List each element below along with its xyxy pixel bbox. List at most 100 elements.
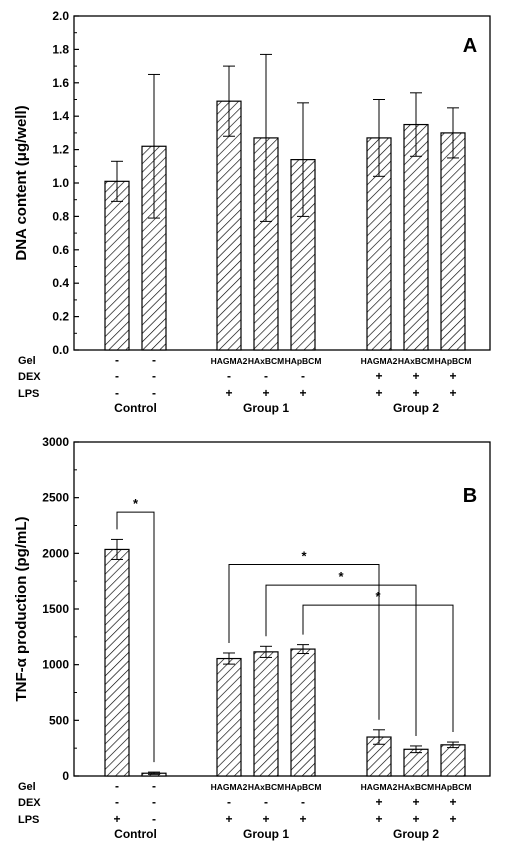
condition-sign: + (113, 812, 120, 826)
bar (440, 132, 466, 351)
condition-sign: - (152, 795, 156, 809)
bar (403, 748, 429, 777)
significance-bracket (265, 584, 417, 736)
gel-name: HAGMA2 (211, 356, 248, 366)
y-axis-label: DNA content (μg/well) (13, 105, 30, 260)
y-tick-label: 0.2 (52, 310, 69, 324)
y-tick-label: 1.0 (52, 176, 69, 190)
condition-sign: - (264, 369, 268, 383)
condition-sign: - (152, 812, 156, 826)
significance-star: * (133, 496, 139, 511)
gel-name: HAxBCM (398, 782, 434, 792)
gel-name: HApBCM (435, 356, 472, 366)
condition-sign: + (262, 812, 269, 826)
y-tick-label: 1.8 (52, 42, 69, 56)
bar (290, 648, 316, 777)
panel-a: 0.0 0.2 0.4 0.6 0.8 1.0 1.2 1.4 1.6 1.8 2.0 DNA con… (13, 9, 491, 415)
significance-bracket (116, 511, 155, 763)
condition-sign: + (225, 386, 232, 400)
y-tick-label: 0.6 (52, 243, 69, 257)
condition-sign: - (152, 779, 156, 793)
condition-sign: - (115, 779, 119, 793)
condition-sign: - (152, 386, 156, 400)
condition-sign: - (152, 353, 156, 367)
gel-name: HAxBCM (248, 782, 284, 792)
y-axis-label: TNF-α production (pg/mL) (13, 516, 30, 701)
significance-star: * (301, 548, 307, 563)
significance-star: * (375, 589, 381, 604)
y-tick-label: 2000 (42, 546, 69, 560)
y-tick-label: 0 (62, 769, 69, 783)
condition-sign: + (375, 386, 382, 400)
y-tick-label: 3000 (42, 435, 69, 449)
condition-sign: + (225, 812, 232, 826)
group-label: Group 1 (243, 827, 289, 841)
y-tick-label: 1.2 (52, 143, 69, 157)
condition-sign: - (115, 386, 119, 400)
condition-sign: + (375, 369, 382, 383)
y-tick-label: 500 (49, 713, 69, 727)
condition-row-label: Gel (18, 355, 36, 367)
gel-name: HApBCM (435, 782, 472, 792)
group-label: Control (114, 401, 157, 415)
panel-b: 0 500 1000 1500 2000 2500 3000 TNF-α production… (13, 435, 491, 841)
bar (403, 123, 429, 351)
condition-sign: - (301, 369, 305, 383)
group-label: Control (114, 827, 157, 841)
group-label: Group 2 (393, 827, 439, 841)
condition-sign: - (115, 369, 119, 383)
bar (216, 100, 242, 351)
condition-sign: - (227, 369, 231, 383)
condition-sign: + (449, 795, 456, 809)
condition-sign: + (299, 386, 306, 400)
group-label: Group 1 (243, 401, 289, 415)
bar (253, 651, 279, 777)
y-tick-label: 1.4 (52, 109, 69, 123)
bar (216, 657, 242, 777)
condition-sign: + (412, 812, 419, 826)
condition-sign: - (301, 795, 305, 809)
condition-sign: + (412, 369, 419, 383)
condition-sign: - (152, 369, 156, 383)
y-tick-label: 0.0 (52, 343, 69, 357)
condition-sign: - (115, 353, 119, 367)
gel-name: HApBCM (285, 782, 322, 792)
condition-row-label: Gel (18, 781, 36, 793)
group-label: Group 2 (393, 401, 439, 415)
condition-sign: - (115, 795, 119, 809)
y-tick-label: 1500 (42, 602, 69, 616)
gel-name: HAxBCM (398, 356, 434, 366)
panel-letter: B (463, 485, 477, 507)
bar (440, 744, 466, 777)
y-tick-label: 0.4 (52, 276, 69, 290)
condition-sign: + (449, 386, 456, 400)
condition-sign: - (227, 795, 231, 809)
y-tick-label: 1000 (42, 658, 69, 672)
bar (104, 548, 130, 777)
condition-row-label: LPS (18, 388, 39, 400)
condition-sign: - (264, 795, 268, 809)
condition-sign: + (262, 386, 269, 400)
gel-name: HAGMA2 (211, 782, 248, 792)
gel-name: HAxBCM (248, 356, 284, 366)
y-tick-label: 0.8 (52, 209, 69, 223)
y-tick-label: 1.6 (52, 76, 69, 90)
condition-sign: + (375, 795, 382, 809)
significance-star: * (338, 569, 344, 584)
condition-sign: + (449, 369, 456, 383)
condition-sign: + (412, 386, 419, 400)
condition-sign: + (375, 812, 382, 826)
condition-sign: + (412, 795, 419, 809)
gel-name: HAGMA2 (361, 356, 398, 366)
gel-name: HApBCM (285, 356, 322, 366)
condition-row-label: DEX (18, 371, 41, 383)
y-tick-label: 2.0 (52, 9, 69, 23)
condition-row-label: LPS (18, 814, 39, 826)
y-tick-label: 2500 (42, 491, 69, 505)
condition-sign: + (299, 812, 306, 826)
gel-name: HAGMA2 (361, 782, 398, 792)
condition-row-label: DEX (18, 797, 41, 809)
condition-sign: + (449, 812, 456, 826)
plot-frame (73, 441, 491, 777)
